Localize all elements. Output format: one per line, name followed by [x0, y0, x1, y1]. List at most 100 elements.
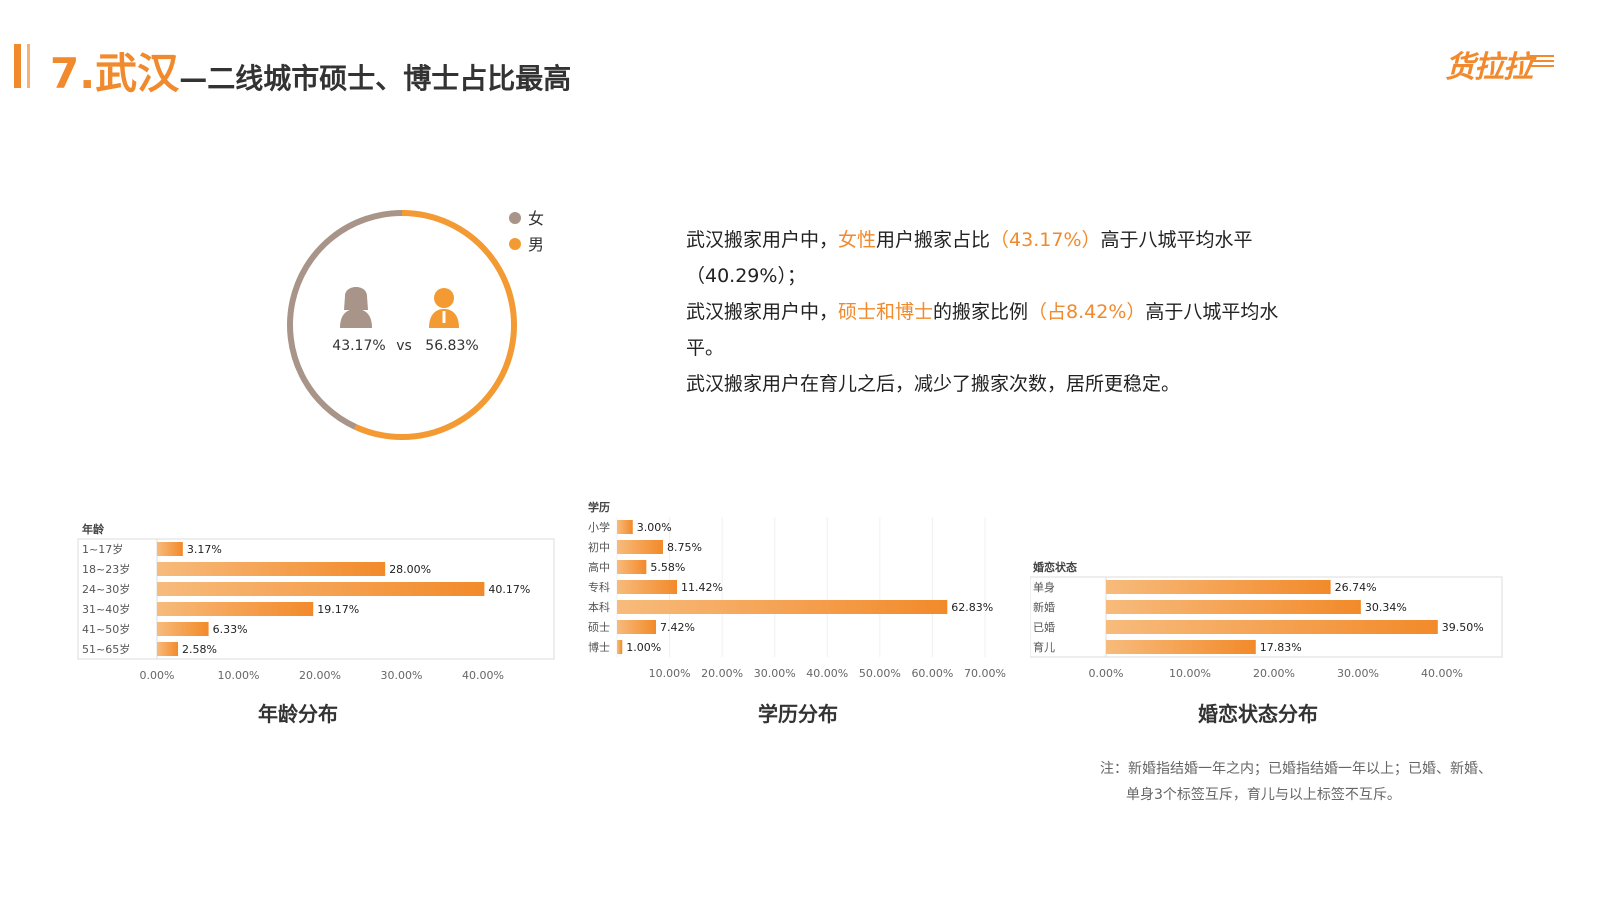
x-tick-label: 10.00%: [1169, 667, 1211, 680]
footnote-line-1: 注：新婚指结婚一年之内；已婚指结婚一年以上；已婚、新婚、: [1100, 761, 1492, 777]
bar: [157, 542, 183, 556]
x-tick-label: 20.00%: [1253, 667, 1295, 680]
title-accent-bar-thin: [27, 44, 30, 88]
summary-text-segment: 高于八城平均水平（40.29%）；: [686, 229, 1253, 287]
summary-text-segment: 用户搬家占比: [876, 229, 991, 251]
marriage-chart-title: 婚恋状态分布: [1198, 702, 1318, 726]
axis-category-title: 学历: [588, 500, 610, 514]
legend-male-label: 男: [528, 235, 544, 254]
brand-logo: 货拉拉: [1445, 50, 1533, 85]
category-label: 初中: [588, 540, 610, 554]
category-label: 新婚: [1033, 600, 1055, 614]
summary-highlight: 硕士和博士: [838, 301, 934, 323]
category-label: 育儿: [1033, 640, 1055, 654]
summary-line-education: 武汉搬家用户中，硕士和博士的搬家比例（占8.42%）高于八城平均水平。: [686, 294, 1306, 366]
bar: [617, 620, 657, 634]
x-tick-label: 30.00%: [381, 669, 423, 682]
bar: [157, 642, 179, 656]
data-label: 5.58%: [650, 561, 685, 574]
data-label: 28.00%: [389, 563, 431, 576]
x-tick-label: 0.00%: [1089, 667, 1124, 680]
legend-female-swatch: [509, 212, 521, 224]
summary-highlight: 女性: [838, 229, 877, 251]
bar: [157, 602, 314, 616]
data-label: 19.17%: [317, 603, 359, 616]
category-label: 24~30岁: [82, 582, 130, 596]
category-label: 本科: [588, 600, 610, 614]
x-tick-label: 20.00%: [299, 669, 341, 682]
x-tick-label: 30.00%: [754, 667, 796, 680]
axis-category-title: 婚恋状态: [1033, 560, 1077, 574]
data-label: 2.58%: [182, 643, 217, 656]
x-tick-label: 60.00%: [911, 667, 953, 680]
x-tick-label: 40.00%: [462, 669, 504, 682]
category-label: 18~23岁: [82, 562, 130, 576]
data-label: 11.42%: [681, 581, 723, 594]
summary-line-gender: 武汉搬家用户中，女性用户搬家占比（43.17%）高于八城平均水平（40.29%）…: [686, 222, 1306, 294]
footnote: 注：新婚指结婚一年之内；已婚指结婚一年以上；已婚、新婚、 单身3个标签互斥，育儿…: [1100, 756, 1540, 808]
x-tick-label: 40.00%: [806, 667, 848, 680]
title-accent-bar: [14, 44, 21, 88]
female-person-icon: [340, 287, 372, 328]
category-label: 41~50岁: [82, 622, 130, 636]
legend-female-label: 女: [528, 209, 544, 228]
data-label: 62.83%: [951, 601, 993, 614]
donut-slice-female: [287, 210, 403, 430]
footnote-line-2: 单身3个标签互斥，育儿与以上标签不互斥。: [1126, 787, 1401, 803]
data-label: 39.50%: [1442, 621, 1484, 634]
age-chart-title: 年龄分布: [258, 702, 338, 726]
legend-male-swatch: [509, 238, 521, 250]
x-tick-label: 40.00%: [1421, 667, 1463, 680]
bar: [617, 540, 663, 554]
data-label: 30.34%: [1365, 601, 1407, 614]
bar: [617, 640, 623, 654]
x-tick-label: 70.00%: [964, 667, 1006, 680]
age-distribution-chart: 年龄 1~17岁 3.17% 18~23岁 28.00% 24~30岁 40.17% 31~4…: [77, 522, 555, 682]
category-label: 单身: [1033, 580, 1055, 594]
summary-highlight: （43.17%）: [990, 229, 1101, 251]
bar: [1106, 620, 1438, 634]
data-label: 6.33%: [213, 623, 248, 636]
data-label: 8.75%: [667, 541, 702, 554]
axis-category-title: 年龄: [82, 522, 105, 536]
summary-text: 武汉搬家用户中，女性用户搬家占比（43.17%）高于八城平均水平（40.29%）…: [686, 222, 1306, 402]
plot-frame: [77, 538, 555, 660]
bar: [1106, 640, 1256, 654]
category-label: 小学: [588, 520, 610, 534]
category-label: 已婚: [1033, 620, 1055, 634]
male-percentage: 56.83%: [425, 338, 478, 354]
bar: [157, 582, 485, 596]
donut-slice-male: [354, 210, 517, 440]
category-label: 51~65岁: [82, 642, 130, 656]
data-label: 1.00%: [626, 641, 661, 654]
summary-line-family: 武汉搬家用户在育儿之后，减少了搬家次数，居所更稳定。: [686, 373, 1181, 395]
page-title-subtitle: —二线城市硕士、博士占比最高: [179, 62, 572, 95]
summary-text-segment: 的搬家比例: [933, 301, 1029, 323]
page-title: 7.武汉—二线城市硕士、博士占比最高: [50, 40, 571, 101]
category-label: 专科: [588, 580, 610, 594]
x-tick-label: 10.00%: [649, 667, 691, 680]
data-label: 7.42%: [660, 621, 695, 634]
data-label: 3.17%: [187, 543, 222, 556]
x-tick-label: 0.00%: [140, 669, 175, 682]
category-label: 31~40岁: [82, 602, 130, 616]
x-tick-label: 20.00%: [701, 667, 743, 680]
brand-logo-speed-lines: [1530, 55, 1554, 69]
category-label: 博士: [588, 641, 610, 654]
donut-arcs: [287, 210, 517, 440]
data-label: 26.74%: [1335, 581, 1377, 594]
bar: [617, 560, 647, 574]
summary-text-segment: 武汉搬家用户中，: [686, 301, 839, 323]
bar: [157, 622, 209, 636]
male-person-icon: [429, 288, 459, 328]
category-label: 硕士: [588, 621, 610, 634]
female-percentage: 43.17%: [332, 338, 385, 354]
summary-text-segment: 武汉搬家用户中，: [686, 229, 839, 251]
category-label: 高中: [588, 560, 610, 574]
education-chart-title: 学历分布: [758, 702, 838, 726]
bar: [617, 600, 948, 614]
bar: [617, 520, 633, 534]
data-label: 17.83%: [1260, 641, 1302, 654]
